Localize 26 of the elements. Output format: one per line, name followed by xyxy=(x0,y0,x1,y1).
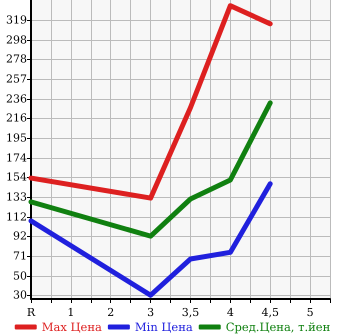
y-tick-label: 298 xyxy=(6,33,27,46)
x-tick-label: 2 xyxy=(107,306,114,319)
y-tick-label: 112 xyxy=(6,210,27,224)
x-tick-label: 5 xyxy=(306,306,314,319)
y-tick-label: 195 xyxy=(6,132,27,145)
y-tick-label: 278 xyxy=(6,52,27,66)
legend-label: Max Цена xyxy=(42,320,102,334)
x-tick-label: 3 xyxy=(147,306,154,319)
y-tick-label: 92 xyxy=(13,230,27,243)
legend-label: Min Цена xyxy=(134,320,193,334)
legend-label: Сред.Цена, т.йен xyxy=(226,320,331,334)
y-tick-label: 71 xyxy=(13,250,27,263)
y-tick-label: 174 xyxy=(6,152,27,165)
y-tick-label: 257 xyxy=(6,72,27,86)
y-tick-label: 154 xyxy=(6,170,27,184)
x-tick-label: 1 xyxy=(67,306,74,319)
x-tick-label: 4,5 xyxy=(261,306,279,319)
y-tick-label: 133 xyxy=(6,190,27,204)
y-tick-label: 216 xyxy=(6,112,27,125)
x-tick-label: 3,5 xyxy=(182,306,200,319)
x-tick-label: R xyxy=(26,306,36,319)
y-tick-label: 50 xyxy=(13,270,27,283)
y-tick-label: 30 xyxy=(13,288,27,302)
x-tick-label: 4 xyxy=(226,306,234,319)
y-tick-label: 236 xyxy=(6,92,27,106)
y-tick-label: 319 xyxy=(6,13,27,26)
